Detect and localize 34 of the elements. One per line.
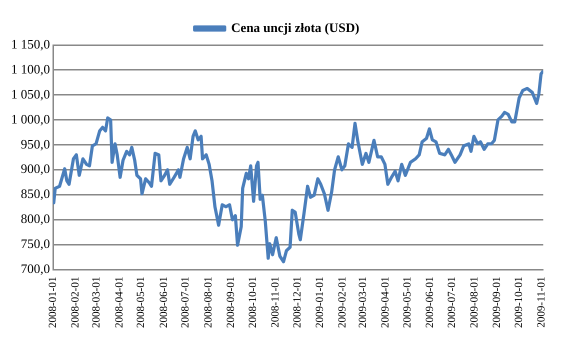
x-tick-label: 2008-03-01 (90, 276, 103, 328)
x-tick-label: 2008-10-01 (246, 276, 259, 328)
x-tick-label: 2009-04-01 (380, 276, 392, 328)
x-tick-label: 2008-04-01 (113, 276, 126, 328)
legend-label: Cena uncji złota (USD) (231, 20, 360, 35)
x-tick-label: 2009-03-01 (356, 276, 369, 328)
x-tick-label: 2009-09-01 (491, 276, 504, 328)
y-tick-label: 700,0 (20, 261, 50, 276)
x-tick-label: 2008-12-01 (291, 276, 304, 328)
x-tick-label: 2009-08-01 (468, 276, 481, 328)
y-tick-label: 1 100,0 (11, 61, 50, 76)
x-tick-label: 2008-11-01 (269, 276, 282, 328)
x-tick-label: 2009-11-01 (536, 276, 548, 328)
x-tick-label: 2009-10-01 (513, 276, 526, 328)
x-tick-label: 2009-05-01 (401, 276, 414, 328)
y-tick-label: 1 050,0 (11, 86, 50, 102)
x-tick-label: 2009-01-01 (314, 276, 326, 328)
x-tick-label: 2008-07-01 (180, 276, 192, 328)
y-tick-label: 950,0 (20, 136, 50, 152)
x-tick-label: 2008-05-01 (135, 276, 148, 328)
y-tick-label: 900,0 (20, 161, 50, 176)
x-tick-label: 2009-06-01 (424, 276, 436, 328)
x-tick-label: 2009-02-01 (336, 276, 348, 328)
y-tick-label: 800,0 (20, 211, 50, 226)
x-tick-label: 2008-02-01 (70, 276, 82, 328)
y-tick-label: 1 150,0 (11, 36, 50, 52)
x-tick-label: 2008-09-01 (224, 276, 237, 328)
x-tick-label: 2008-01-01 (46, 276, 59, 328)
y-tick-label: 750,0 (20, 236, 50, 252)
x-tick-label: 2008-06-01 (158, 276, 170, 328)
y-tick-label: 1 000,0 (11, 111, 50, 126)
x-tick-label: 2009-07-01 (446, 276, 458, 328)
x-tick-label: 2008-08-01 (202, 276, 214, 328)
y-tick-label: 850,0 (20, 186, 50, 202)
